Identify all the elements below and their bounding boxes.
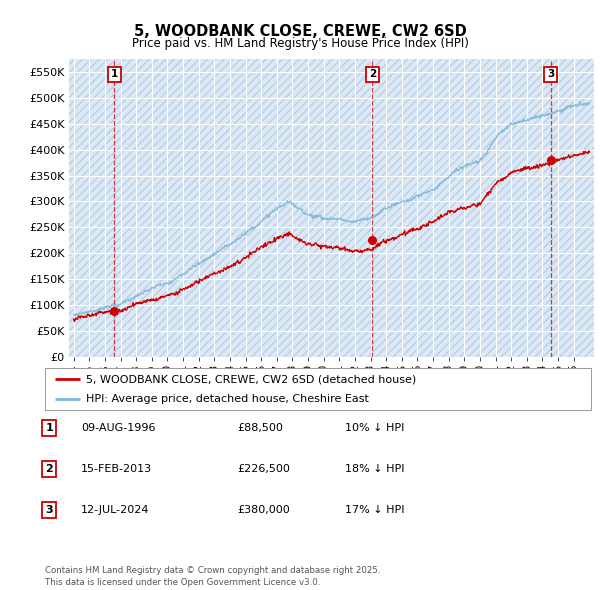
Text: Price paid vs. HM Land Registry's House Price Index (HPI): Price paid vs. HM Land Registry's House … [131,37,469,50]
Text: £226,500: £226,500 [237,464,290,474]
Text: 3: 3 [547,70,554,80]
Text: 2: 2 [46,464,53,474]
Text: 1: 1 [110,70,118,80]
Text: £88,500: £88,500 [237,423,283,432]
Text: 15-FEB-2013: 15-FEB-2013 [81,464,152,474]
Text: £380,000: £380,000 [237,506,290,515]
Text: 18% ↓ HPI: 18% ↓ HPI [345,464,404,474]
Text: HPI: Average price, detached house, Cheshire East: HPI: Average price, detached house, Ches… [86,394,369,404]
Text: 10% ↓ HPI: 10% ↓ HPI [345,423,404,432]
Text: 2: 2 [369,70,376,80]
Text: 5, WOODBANK CLOSE, CREWE, CW2 6SD (detached house): 5, WOODBANK CLOSE, CREWE, CW2 6SD (detac… [86,374,416,384]
Text: 09-AUG-1996: 09-AUG-1996 [81,423,155,432]
Text: 1: 1 [46,423,53,432]
Text: 5, WOODBANK CLOSE, CREWE, CW2 6SD: 5, WOODBANK CLOSE, CREWE, CW2 6SD [134,24,466,38]
Text: 3: 3 [46,506,53,515]
Text: 12-JUL-2024: 12-JUL-2024 [81,506,149,515]
Text: 17% ↓ HPI: 17% ↓ HPI [345,506,404,515]
Text: Contains HM Land Registry data © Crown copyright and database right 2025.
This d: Contains HM Land Registry data © Crown c… [45,566,380,587]
